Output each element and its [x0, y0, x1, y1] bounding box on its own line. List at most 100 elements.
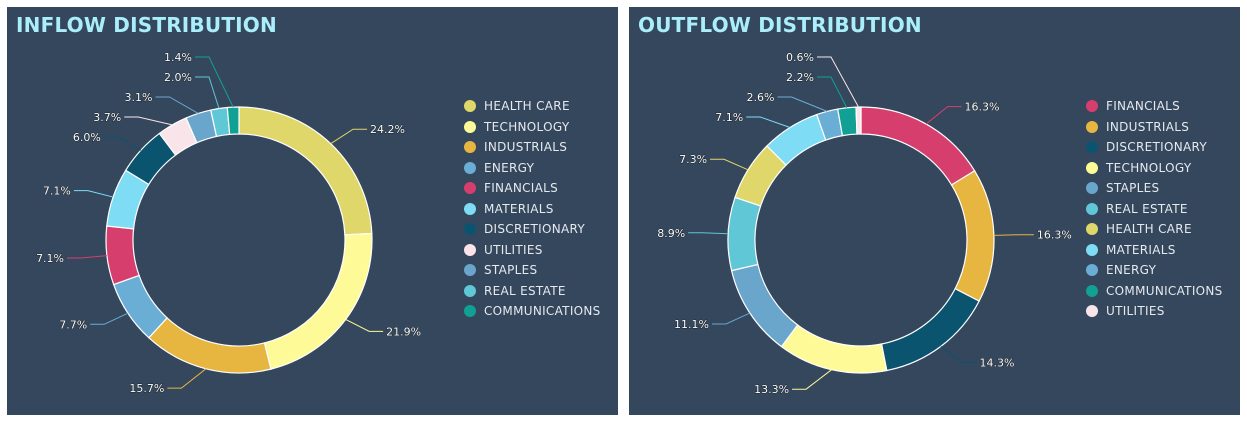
legend-label: HEALTH CARE: [484, 99, 570, 114]
donut-slice[interactable]: [238, 106, 373, 236]
legend-label: UTILITIES: [484, 242, 543, 257]
legend-dot-icon: [1086, 223, 1098, 236]
data-label: 21.9%: [386, 325, 421, 338]
outflow-chart-panel: OUTFLOW DISTRIBUTION 16.3% 16.3% 14.3% 0.6%…: [629, 7, 1240, 415]
data-label: 7.1%: [715, 111, 743, 124]
label-leader-line: [195, 56, 234, 108]
legend-item[interactable]: FINANCIALS: [1086, 96, 1223, 117]
label-leader-line: [345, 318, 384, 332]
donut-slice[interactable]: [950, 170, 995, 302]
legend-item[interactable]: HEALTH CARE: [464, 96, 601, 117]
legend-label: MATERIALS: [1106, 242, 1176, 257]
legend-dot-icon: [464, 202, 476, 215]
legend-item[interactable]: DISCRETIONARY: [1086, 137, 1223, 158]
legend-item[interactable]: FINANCIALS: [464, 178, 601, 199]
legend-dot-icon: [464, 161, 476, 174]
legend-label: COMMUNICATIONS: [1106, 283, 1223, 298]
legend-label: REAL ESTATE: [1106, 201, 1188, 216]
legend-item[interactable]: INDUSTRIALS: [464, 137, 601, 158]
label-leader-line: [777, 96, 828, 112]
legend-item[interactable]: ENERGY: [464, 158, 601, 179]
legend-item[interactable]: COMMUNICATIONS: [1086, 281, 1223, 302]
legend-item[interactable]: TECHNOLOGY: [464, 117, 601, 138]
data-label: 2.0%: [164, 71, 192, 84]
label-leader-line: [993, 234, 1034, 236]
legend-item[interactable]: UTILITIES: [464, 240, 601, 261]
donut-slice[interactable]: [147, 317, 272, 374]
legend-label: DISCRETIONARY: [1106, 140, 1207, 155]
data-label: 0.6%: [786, 51, 814, 64]
label-leader-line: [90, 312, 129, 325]
legend-label: ENERGY: [484, 160, 535, 175]
legend-item[interactable]: DISCRETIONARY: [464, 219, 601, 240]
data-label: 1.4%: [164, 51, 192, 64]
donut-slice[interactable]: [880, 287, 980, 372]
legend-label: FINANCIALS: [1106, 99, 1181, 114]
donut-chart: 16.3% 16.3% 14.3% 0.6% 2.2% 2.6% 7.1% 7.3% 8.9% 1…: [657, 51, 1072, 397]
legend-dot-icon: [1086, 264, 1098, 277]
legend-label: HEALTH CARE: [1106, 222, 1192, 237]
inflow-chart-panel: INFLOW DISTRIBUTION 24.2% 21.9% 1.4% 2.0% 3.…: [7, 7, 618, 415]
data-label: 15.7%: [129, 382, 164, 395]
chart-title: OUTFLOW DISTRIBUTION: [638, 13, 922, 37]
donut-slice[interactable]: [860, 106, 976, 186]
label-leader-line: [195, 76, 220, 109]
data-label: 3.7%: [93, 111, 121, 124]
label-leader-line: [155, 96, 199, 114]
label-leader-line: [67, 255, 107, 259]
donut-slice[interactable]: [730, 263, 799, 348]
legend-item[interactable]: ENERGY: [1086, 260, 1223, 281]
label-leader-line: [103, 136, 142, 151]
label-leader-line: [925, 106, 962, 125]
data-label: 6.0%: [73, 131, 101, 144]
legend-item[interactable]: HEALTH CARE: [1086, 219, 1223, 240]
legend-label: STAPLES: [1106, 181, 1160, 196]
legend-label: DISCRETIONARY: [484, 222, 585, 237]
data-label: 7.3%: [679, 153, 707, 166]
legend-item[interactable]: MATERIALS: [1086, 240, 1223, 261]
legend-label: INDUSTRIALS: [1106, 119, 1190, 134]
legend-item[interactable]: STAPLES: [1086, 178, 1223, 199]
legend-dot-icon: [464, 284, 476, 297]
legend-item[interactable]: COMMUNICATIONS: [464, 301, 601, 322]
legend-label: STAPLES: [484, 263, 538, 278]
label-leader-line: [688, 232, 729, 235]
label-leader-line: [746, 116, 791, 128]
legend-label: REAL ESTATE: [484, 283, 566, 298]
legend-dot-icon: [1086, 243, 1098, 256]
legend-item[interactable]: REAL ESTATE: [1086, 199, 1223, 220]
label-leader-line: [817, 56, 859, 108]
donut-slice[interactable]: [727, 196, 762, 272]
legend-item[interactable]: TECHNOLOGY: [1086, 158, 1223, 179]
donut-slice[interactable]: [226, 106, 240, 136]
donut-slice[interactable]: [780, 324, 888, 374]
data-label: 7.1%: [43, 185, 71, 198]
data-label: 2.2%: [786, 71, 814, 84]
chart-title: INFLOW DISTRIBUTION: [16, 13, 277, 37]
donut-chart: 24.2% 21.9% 1.4% 2.0% 3.1% 3.7% 6.0% 7.1% 7.1% 7.…: [36, 51, 422, 396]
legend-label: MATERIALS: [484, 201, 554, 216]
legend-dot-icon: [464, 264, 476, 277]
legend-dot-icon: [464, 100, 476, 113]
legend-item[interactable]: MATERIALS: [464, 199, 601, 220]
legend-item[interactable]: STAPLES: [464, 260, 601, 281]
legend-item[interactable]: INDUSTRIALS: [1086, 117, 1223, 138]
donut-slice[interactable]: [263, 232, 373, 370]
data-label: 2.6%: [747, 91, 775, 104]
legend-label: TECHNOLOGY: [484, 119, 570, 134]
donut-slice[interactable]: [105, 225, 140, 286]
legend-label: UTILITIES: [1106, 304, 1165, 319]
donut-slice[interactable]: [855, 106, 862, 135]
legend-item[interactable]: REAL ESTATE: [464, 281, 601, 302]
legend-dot-icon: [1086, 202, 1098, 215]
legend-item[interactable]: UTILITIES: [1086, 301, 1223, 322]
legend-dot-icon: [464, 243, 476, 256]
data-label: 8.9%: [657, 227, 685, 240]
label-leader-line: [124, 116, 173, 126]
data-label: 24.2%: [370, 123, 405, 136]
data-label: 7.1%: [36, 252, 64, 265]
label-leader-line: [712, 312, 751, 325]
label-leader-line: [73, 190, 114, 198]
legend-dot-icon: [464, 141, 476, 154]
label-leader-line: [817, 76, 848, 108]
